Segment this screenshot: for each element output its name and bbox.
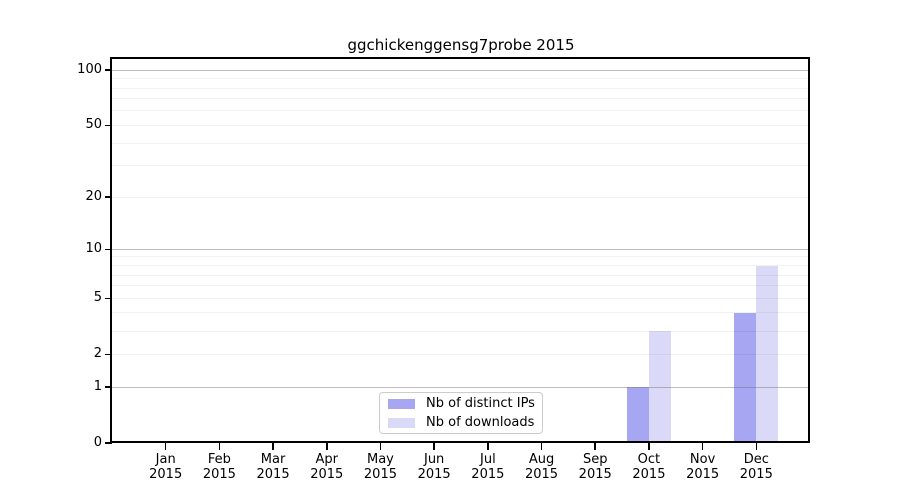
bar-nb-of-downloads-dec-2015[interactable] [756, 265, 779, 443]
bar-nb-of-distinct-ips-oct-2015[interactable] [626, 387, 649, 443]
legend-item-downloads: Nb of downloads [388, 414, 534, 431]
legend-swatch-downloads [388, 417, 415, 428]
legend-item-distinct-ips: Nb of distinct IPs [388, 395, 535, 412]
chart-title: ggchickenggensg7probe 2015 [347, 36, 575, 54]
legend-label-downloads: Nb of downloads [426, 415, 535, 430]
legend-swatch-distinct-ips [388, 398, 415, 409]
legend: Nb of distinct IPs Nb of downloads [379, 392, 543, 434]
bar-nb-of-downloads-oct-2015[interactable] [648, 331, 671, 443]
bar-nb-of-distinct-ips-dec-2015[interactable] [734, 312, 757, 443]
legend-label-distinct-ips: Nb of distinct IPs [426, 396, 535, 411]
